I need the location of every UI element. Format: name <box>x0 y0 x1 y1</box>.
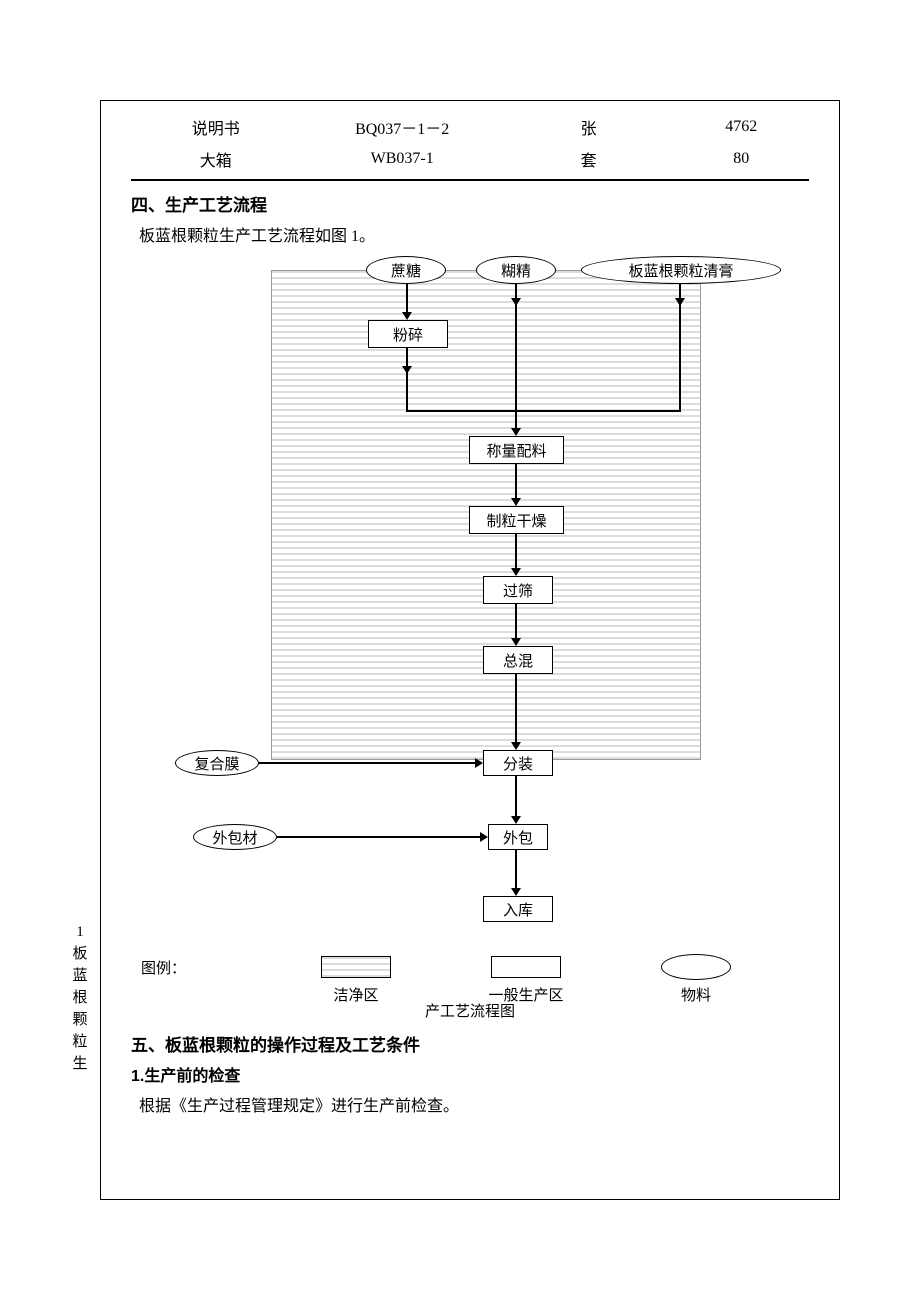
document-page: 1 板蓝根颗粒生 说明书 BQ037－1－2 张 4762 大箱 WB037-1… <box>100 100 840 1200</box>
flowchart: WWW 蔗糖 糊精 板蓝根颗粒清膏 粉碎 称量配料 制粒干燥 <box>131 256 809 996</box>
node-label: 称量配料 <box>486 440 546 461</box>
section-4-title: 四、生产工艺流程 <box>131 191 809 216</box>
table-row: 说明书 BQ037－1－2 张 4762 <box>131 111 809 143</box>
section-4-intro: 板蓝根颗粒生产工艺流程如图 1。 <box>131 222 809 246</box>
cell: BQ037－1－2 <box>301 111 504 143</box>
section-5-sub1-title: 1.生产前的检查 <box>131 1062 809 1086</box>
cell: 套 <box>504 143 674 175</box>
legend-general-sample <box>491 956 561 978</box>
node-label: 外包 <box>503 827 533 848</box>
line <box>406 284 408 314</box>
node-fensui: 粉碎 <box>368 320 448 348</box>
node-label: 制粒干燥 <box>486 510 546 531</box>
node-fuhemo: 复合膜 <box>175 750 259 776</box>
node-label: 外包材 <box>212 827 257 848</box>
table-row: 大箱 WB037-1 套 80 <box>131 143 809 175</box>
node-qinggao: 板蓝根颗粒清膏 <box>581 256 781 284</box>
node-label: 蔗糖 <box>391 260 421 281</box>
line <box>406 410 516 412</box>
cell: 大箱 <box>131 143 301 175</box>
arrow-right-icon <box>475 758 483 768</box>
cell: 说明书 <box>131 111 301 143</box>
line <box>515 604 517 640</box>
arrow-right-icon <box>480 832 488 842</box>
node-label: 粉碎 <box>393 324 423 345</box>
cell: 4762 <box>673 111 809 143</box>
cell: 张 <box>504 111 674 143</box>
arrow-down-icon <box>511 888 521 896</box>
section-5-title: 五、板蓝根颗粒的操作过程及工艺条件 <box>131 1031 809 1056</box>
legend-general-label: 一般生产区 <box>441 984 611 1005</box>
top-table-area: 说明书 BQ037－1－2 张 4762 大箱 WB037-1 套 80 <box>101 101 839 181</box>
section-5-sub1-text: 根据《生产过程管理规定》进行生产前检查。 <box>131 1092 809 1116</box>
node-fenzhuang: 分装 <box>483 750 553 776</box>
arrow-down-icon <box>511 428 521 436</box>
cell: 80 <box>673 143 809 175</box>
node-label: 糊精 <box>501 260 531 281</box>
arrow-down-icon <box>511 498 521 506</box>
legend-title: 图例： <box>141 957 271 978</box>
line <box>515 534 517 570</box>
top-table: 说明书 BQ037－1－2 张 4762 大箱 WB037-1 套 80 <box>131 111 809 175</box>
node-label: 分装 <box>503 753 533 774</box>
cell: WB037-1 <box>301 143 504 175</box>
arrow-down-icon <box>675 298 685 306</box>
legend-material-label: 物料 <box>611 984 781 1005</box>
node-zonghun: 总混 <box>483 646 553 674</box>
side-vertical-label: 1 板蓝根颗粒生 <box>71 921 89 1075</box>
node-zhetang: 蔗糖 <box>366 256 446 284</box>
node-zhili: 制粒干燥 <box>469 506 564 534</box>
arrow-down-icon <box>402 312 412 320</box>
node-label: 入库 <box>503 899 533 920</box>
node-label: 过筛 <box>503 580 533 601</box>
line <box>515 674 517 744</box>
line <box>277 836 482 838</box>
arrow-down-icon <box>511 638 521 646</box>
line <box>515 776 517 818</box>
line <box>406 348 408 410</box>
node-ruku: 入库 <box>483 896 553 922</box>
side-label-char: 1 板蓝根颗粒生 <box>72 924 87 1072</box>
node-waibaocai: 外包材 <box>193 824 277 850</box>
legend-clean-label: 洁净区 <box>271 984 441 1005</box>
arrow-down-icon <box>511 568 521 576</box>
node-hujing: 糊精 <box>476 256 556 284</box>
line <box>515 850 517 890</box>
arrow-down-icon <box>511 816 521 824</box>
node-chenliang: 称量配料 <box>469 436 564 464</box>
node-label: 板蓝根颗粒清膏 <box>628 260 733 281</box>
arrow-down-icon <box>511 298 521 306</box>
node-label: 总混 <box>503 650 533 671</box>
line <box>516 410 681 412</box>
content-area: 四、生产工艺流程 板蓝根颗粒生产工艺流程如图 1。 WWW 蔗糖 糊精 板蓝根颗… <box>101 191 839 1116</box>
line <box>515 464 517 500</box>
table-divider <box>131 179 809 181</box>
node-label: 复合膜 <box>194 753 239 774</box>
arrow-down-icon <box>511 742 521 750</box>
line <box>259 762 477 764</box>
arrow-down-icon <box>402 366 412 374</box>
node-guoshai: 过筛 <box>483 576 553 604</box>
legend-clean-sample <box>321 956 391 978</box>
node-waibao: 外包 <box>488 824 548 850</box>
